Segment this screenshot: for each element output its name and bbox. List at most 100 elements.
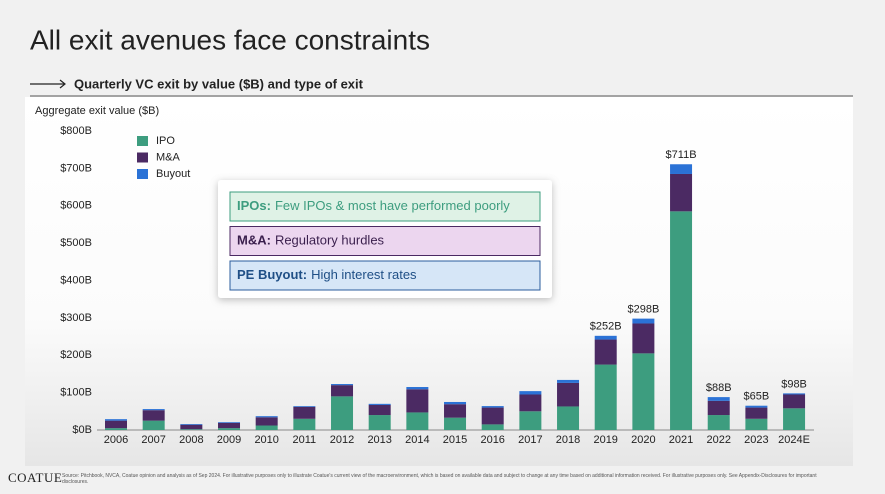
callout-body: Few IPOs & most have performed poorly	[275, 198, 510, 213]
y-axis-label: Aggregate exit value ($B)	[35, 105, 159, 117]
x-tick-label: 2007	[141, 434, 165, 446]
y-tick-label: $200B	[60, 349, 92, 361]
bar-segment	[670, 211, 693, 430]
bar-segment	[218, 428, 241, 430]
x-tick-label: 2010	[254, 434, 278, 446]
total-label: $98B	[781, 378, 807, 390]
bar-segment	[632, 353, 655, 430]
callout-body: High interest rates	[311, 267, 417, 282]
x-tick-label: 2009	[217, 434, 241, 446]
bar-segment	[670, 164, 693, 174]
legend-label: IPO	[156, 135, 175, 147]
bar-segment	[594, 335, 617, 340]
bar-segment	[406, 387, 429, 390]
x-tick-label: 2024E	[778, 434, 810, 446]
bar-segment	[331, 385, 354, 397]
bar-segment	[331, 384, 354, 386]
bar-segment	[218, 422, 241, 429]
bar-segment	[519, 394, 542, 412]
bar-segment	[632, 323, 655, 354]
bar-segment	[557, 406, 580, 430]
bar-segment	[481, 406, 504, 408]
total-label: $252B	[590, 321, 622, 333]
bar-segment	[406, 412, 429, 430]
x-tick-label: 2011	[293, 434, 317, 446]
bar-segment	[707, 415, 730, 430]
x-tick-label: 2023	[744, 434, 768, 446]
bar-segment	[293, 406, 316, 419]
bar-segment	[406, 389, 429, 413]
bar-segment	[557, 382, 580, 407]
bar-segment	[745, 418, 768, 430]
bar-segment	[142, 420, 165, 430]
y-tick-label: $100B	[60, 387, 92, 399]
x-tick-label: 2018	[556, 434, 580, 446]
bar-segment	[368, 404, 391, 416]
x-tick-label: 2022	[706, 434, 730, 446]
legend-label: M&A	[156, 151, 181, 163]
bar-segment	[519, 391, 542, 395]
bar-segment	[180, 424, 203, 425]
bar-segment	[142, 410, 165, 421]
source: Source: Pitchbook, NVCA, Coatue opinion …	[62, 473, 817, 485]
x-tick-label: 2017	[518, 434, 542, 446]
y-tick-label: $0B	[72, 424, 92, 436]
y-tick-label: $800B	[60, 125, 92, 137]
subtitle: Quarterly VC exit by value ($B) and type…	[74, 76, 364, 91]
callout-title: IPOs:	[237, 198, 271, 213]
y-tick-label: $600B	[60, 200, 92, 212]
logo: COATUE	[8, 470, 62, 485]
legend-label: Buyout	[156, 168, 190, 180]
bar-segment	[331, 396, 354, 430]
callout-title: M&A:	[237, 233, 271, 248]
callout-text: PE Buyout: High interest rates	[237, 267, 417, 282]
x-tick-label: 2006	[104, 434, 128, 446]
y-tick-label: $400B	[60, 274, 92, 286]
bar-segment	[481, 407, 504, 425]
total-label: $65B	[744, 391, 770, 403]
bar-segment	[745, 407, 768, 419]
x-tick-label: 2019	[593, 434, 617, 446]
x-tick-label: 2013	[367, 434, 391, 446]
bar-segment	[444, 417, 467, 430]
y-tick-label: $700B	[60, 162, 92, 174]
callout-text: M&A: Regulatory hurdles	[237, 233, 385, 248]
bar-segment	[594, 364, 617, 430]
y-tick-label: $300B	[60, 312, 92, 324]
bar-segment	[594, 339, 617, 365]
bar-segment	[105, 428, 127, 430]
total-label: $298B	[627, 304, 659, 316]
source-box: Source: Pitchbook, NVCA, Coatue opinion …	[62, 473, 817, 485]
bar-segment	[255, 425, 278, 430]
x-tick-label: 2014	[405, 434, 429, 446]
legend-swatch	[137, 152, 148, 163]
bar-segment	[707, 400, 730, 416]
bar-segment	[142, 409, 165, 411]
bar-segment	[368, 403, 391, 405]
bar-segment	[670, 173, 693, 212]
bar-segment	[481, 424, 504, 430]
bar-segment	[783, 394, 806, 409]
bar-segment	[783, 408, 806, 430]
bar-segment	[519, 411, 542, 430]
bar-segment	[218, 422, 241, 423]
callout-box	[229, 226, 541, 256]
callout-title: PE Buyout:	[237, 267, 307, 282]
bar-segment	[444, 401, 467, 405]
x-tick-label: 2012	[330, 434, 354, 446]
y-tick-label: $500B	[60, 237, 92, 249]
bar-segment	[180, 429, 203, 430]
bar-segment	[368, 415, 391, 430]
callout-text: IPOs: Few IPOs & most have performed poor…	[237, 198, 510, 213]
bar-segment	[255, 416, 278, 418]
slide-title: All exit avenues face constraints	[30, 24, 430, 55]
x-tick-label: 2016	[480, 434, 504, 446]
legend-swatch	[137, 136, 148, 146]
bar-segment	[293, 418, 316, 430]
bar-segment	[255, 417, 278, 426]
x-tick-label: 2021	[669, 434, 693, 446]
total-label: $711B	[666, 149, 697, 161]
bar-segment	[557, 379, 580, 383]
total-label: $88B	[706, 382, 732, 394]
